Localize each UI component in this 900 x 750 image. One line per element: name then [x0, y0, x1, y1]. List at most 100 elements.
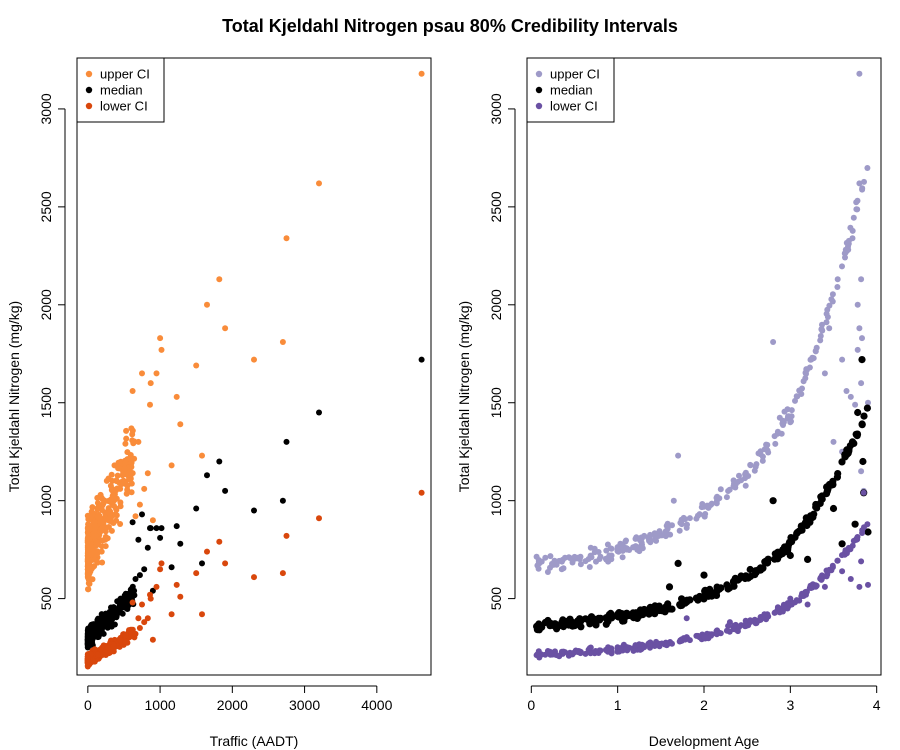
panel2-cloud-upper-point	[682, 516, 689, 523]
panel1-series-3-point	[204, 548, 210, 555]
panel2-legend-marker	[535, 70, 543, 78]
panel2-series-2-point	[829, 504, 838, 513]
panel1-cloud-upper-point	[122, 471, 129, 478]
panel1-series-2-point	[193, 505, 200, 512]
panel1-series-2-point	[129, 519, 136, 526]
panel1-cloud-lower-point	[91, 646, 98, 653]
panel2-cloud-lower-point	[592, 648, 599, 654]
panel2-cloud-lower-point	[708, 632, 714, 639]
panel2-cloud-median-point	[558, 619, 566, 627]
panel1-series-1-point	[222, 325, 229, 332]
panel1-series-3-point	[279, 570, 286, 577]
panel1-cloud-median-point	[117, 606, 124, 613]
panel1-legend-box	[76, 57, 165, 123]
panel2-cloud-lower-point	[849, 542, 856, 549]
panel1-legend-label: median	[100, 83, 143, 98]
panel2-cloud-lower-point	[535, 650, 542, 657]
panel2-cloud-lower-point	[824, 568, 831, 575]
panel2-legend-label: upper CI	[550, 67, 600, 82]
panel1-series-1-point	[139, 370, 145, 377]
panel2-series-3-point	[839, 568, 846, 575]
panel1-cloud-upper-point	[115, 465, 122, 472]
panel2-series-3-point	[683, 615, 690, 622]
panel2-cloud-lower-point	[684, 634, 690, 641]
panel1-cloud-lower-point	[84, 653, 91, 660]
panel1-cloud-median-point	[84, 634, 91, 641]
panel1-series-3-point	[193, 570, 200, 577]
panel1-cloud-median-point	[111, 614, 117, 621]
panel2-series-1-point	[865, 399, 871, 406]
panel1-cloud-lower-point	[116, 636, 123, 643]
panel1-x-tick-label: 3000	[289, 697, 320, 713]
panel2-y-axis-label: Total Kjeldahl Nitrogen (mg/kg)	[456, 301, 472, 492]
panel1-cloud-lower-point	[94, 651, 101, 658]
panel2-cloud-upper-point	[713, 494, 720, 501]
panel2-cloud-upper-point	[742, 469, 749, 476]
panel2-cloud-upper-point	[717, 486, 724, 493]
panel1-cloud-upper-point	[121, 465, 128, 472]
panel2-cloud-lower-point	[781, 603, 788, 610]
panel2-cloud-upper-point	[799, 385, 805, 392]
panel2-cloud-upper-point	[829, 291, 836, 298]
panel1-cloud-upper-point	[128, 456, 135, 463]
panel1-series-1-point	[204, 301, 210, 308]
panel2-cloud-lower-point	[798, 593, 805, 600]
panel1-series-1-point	[316, 180, 322, 187]
panel1-series-1-point	[149, 517, 156, 524]
panel2-series-1-point	[770, 339, 777, 345]
panel2-cloud-upper-point	[569, 557, 576, 564]
panel1-series-2-point	[316, 409, 322, 416]
panel2-x-tick-label: 4	[873, 697, 881, 713]
panel2-cloud-median-point	[701, 587, 709, 595]
panel1-series-3-point	[129, 599, 136, 606]
panel1-cloud-upper-point	[128, 464, 135, 470]
panel2-cloud-upper-point	[813, 344, 820, 351]
panel2-cloud-upper-point	[853, 199, 860, 206]
panel2-cloud-upper-point	[577, 561, 584, 568]
panel2-cloud-upper-point	[604, 541, 611, 548]
panel1-series-2-point	[283, 438, 290, 445]
panel2-cloud-upper-point	[824, 306, 831, 313]
panel1-series-3-point	[144, 615, 151, 622]
panel2-cloud-lower-point	[646, 642, 653, 648]
panel1-cloud-upper-point	[127, 474, 134, 481]
panel1-series-3-point	[132, 630, 139, 637]
panel2-cloud-upper-point	[842, 249, 849, 256]
panel2-cloud-upper-point	[596, 556, 603, 562]
panel2-series-3-point	[787, 595, 794, 602]
panel2-series-1-point	[830, 438, 837, 445]
panel1-series-3-point	[141, 619, 148, 626]
panel1-series-3-point	[135, 615, 142, 622]
panel2-cloud-lower-point	[553, 652, 560, 659]
panel2-cloud-upper-point	[792, 397, 798, 404]
panel2-series-3-point	[858, 558, 865, 565]
panel1-series-2-point	[158, 525, 165, 532]
panel1-cloud-upper-point	[91, 556, 98, 563]
panel1-series-2-point	[144, 544, 151, 551]
panel2-cloud-lower-point	[813, 582, 820, 589]
panel2-cloud-upper-point	[802, 375, 809, 382]
panel2-cloud-upper-point	[646, 534, 653, 541]
panel1-cloud-upper-point	[99, 559, 106, 566]
panel1-series-2-point	[132, 576, 139, 582]
panel2-series-1-point	[839, 356, 846, 363]
panel1-series-1-point	[141, 485, 148, 492]
panel2-cloud-median-point	[838, 458, 846, 466]
panel1-cloud-upper-point	[84, 570, 91, 577]
panel1-cloud-upper-point	[117, 521, 124, 527]
panel2-cloud-upper-point	[585, 556, 592, 562]
panel2-cloud-lower-point	[694, 632, 701, 639]
panel2-cloud-upper-point	[630, 544, 637, 551]
panel2-cloud-median-point	[764, 555, 772, 563]
panel2-series-1-point	[847, 393, 854, 400]
panel2-series-3-point	[761, 611, 768, 618]
panel1-cloud-upper-point	[85, 586, 92, 593]
panel1-series-3-point	[153, 583, 160, 590]
panel2-cloud-upper-point	[731, 480, 737, 487]
panel2-cloud-median-point	[664, 600, 672, 608]
panel1-cloud-median-point	[116, 600, 123, 607]
panel1-series-3-point	[139, 601, 145, 608]
panel1-cloud-upper-point	[128, 489, 135, 496]
panel2-cloud-median-point	[791, 533, 799, 541]
